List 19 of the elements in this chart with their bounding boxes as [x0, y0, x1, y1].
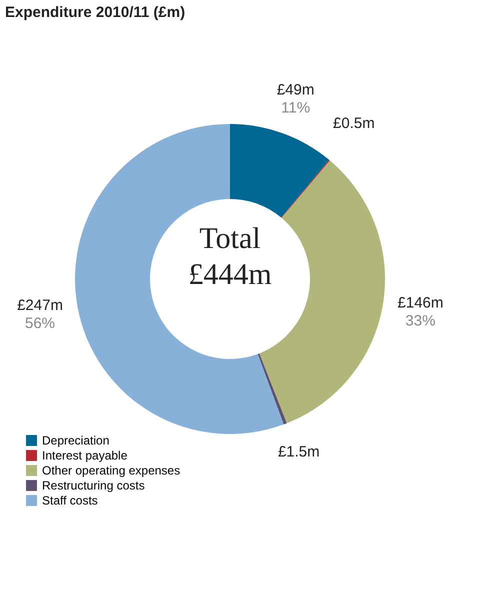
donut-slice	[230, 124, 330, 218]
legend-label: Other operating expenses	[42, 464, 180, 478]
text: 11%	[281, 99, 310, 116]
donut-slice	[281, 160, 330, 218]
legend-label: Interest payable	[42, 448, 128, 462]
donut-slice	[258, 353, 287, 424]
legend-label: Depreciation	[42, 434, 110, 448]
data-label: £247m	[17, 296, 63, 314]
data-label: £49m	[276, 81, 314, 98]
data-label: £146m	[398, 294, 444, 312]
text: 33%	[405, 312, 436, 330]
chart-title: Expenditure 2010/11 (£m)	[5, 4, 186, 21]
text: Total £444m	[188, 222, 272, 291]
data-label: £1.5m	[278, 443, 320, 460]
legend-label: Staff costs	[42, 494, 98, 508]
donut-slice	[75, 124, 284, 434]
legend-label: Restructuring costs	[42, 478, 145, 492]
data-label: £0.5m	[333, 115, 375, 132]
text: 56%	[24, 314, 56, 332]
